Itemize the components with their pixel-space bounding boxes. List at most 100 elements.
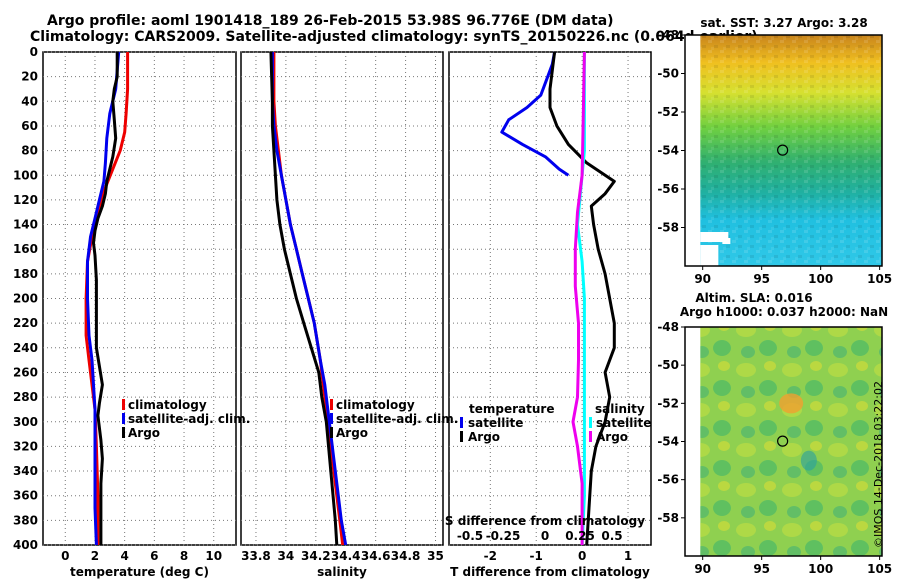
depth-tick-label: 380: [13, 513, 38, 527]
title-line-2: Climatology: CARS2009. Satellite-adjuste…: [30, 29, 758, 45]
diff-legend-salinity-title: salinity: [595, 402, 645, 416]
s-tick-label: 0.5: [601, 529, 622, 543]
temperature-profile-line-argo: [92, 52, 119, 545]
depth-tick-label: 20: [21, 70, 38, 84]
diff-legend-left-swatch: [460, 431, 463, 442]
s-difference-label: S difference from climatology: [445, 514, 645, 528]
difference-profile-xtick-label: 0: [578, 549, 586, 563]
depth-tick-label: 360: [13, 489, 38, 503]
sst-map-title: sat. SST: 3.27 Argo: 3.28: [700, 16, 867, 30]
depth-tick-label: 240: [13, 341, 38, 355]
salinity-profile-xtick-label: 34.8: [391, 549, 421, 563]
copyright-watermark: ©IMOS 14-Dec-2018 03:22:02: [872, 381, 885, 548]
depth-tick-label: 200: [13, 292, 38, 306]
salinity-profile-xtick-label: 33.8: [241, 549, 271, 563]
depth-tick-label: 280: [13, 390, 38, 404]
sla-map-ytick-label: -54: [657, 435, 679, 449]
depth-tick-label: 160: [13, 242, 38, 256]
salinity-profile-line-argo: [269, 51, 339, 545]
diff-legend-right-label: satellite: [596, 416, 651, 430]
depth-tick-label: 120: [13, 193, 38, 207]
s-tick-label: 0.25: [565, 529, 595, 543]
depth-tick-label: 80: [21, 144, 38, 158]
depth-tick-label: 180: [13, 267, 38, 281]
difference-profile-series-group: [500, 51, 616, 545]
salinity-profile-xtick-label: 34: [278, 549, 295, 563]
difference-profile-line-temperature-satellite: [500, 51, 570, 177]
sla-map-title-line-1: Altim. SLA: 0.016: [695, 291, 812, 305]
s-tick-label: -0.5: [457, 529, 483, 543]
sla-map-xtick-label: 100: [808, 562, 833, 576]
salinity-profile-xtick-label: 34.2: [301, 549, 331, 563]
depth-tick-label: 340: [13, 464, 38, 478]
salinity-profile-legend-swatch: [330, 399, 333, 410]
diff-legend-right-swatch: [589, 417, 592, 428]
diff-legend-right-label: Argo: [596, 430, 628, 444]
diff-legend-left-swatch: [460, 417, 463, 428]
sst-map-ytick-label: -50: [657, 67, 679, 81]
temperature-profile-legend-label: climatology: [128, 398, 207, 412]
sla-map-ytick-label: -52: [657, 396, 679, 410]
sla-map-high-anomaly: [779, 393, 804, 414]
temperature-profile-legend-swatch: [122, 427, 125, 438]
difference-profile-line-salinity-satellite: [576, 52, 586, 545]
temperature-profile-xtick-label: 6: [150, 549, 158, 563]
salinity-profile-xtick-label: 34.4: [331, 549, 361, 563]
sla-map-ytick-label: -58: [657, 511, 679, 525]
sla-map-ytick-label: -48: [657, 320, 679, 334]
temperature-profile-xtick-label: 10: [205, 549, 222, 563]
sst-map-texture: [700, 35, 882, 266]
diff-legend-left-label: Argo: [468, 430, 500, 444]
difference-profile-xlabel: T difference from climatology: [450, 565, 650, 579]
sst-map-ytick-label: -48: [657, 28, 679, 42]
temperature-profile-legend-swatch: [122, 413, 125, 424]
sst-map-xtick-label: 95: [753, 272, 770, 286]
sst-map-ytick-label: -56: [657, 182, 679, 196]
s-tick-label: 0: [541, 529, 549, 543]
sla-map-xtick-label: 90: [694, 562, 711, 576]
difference-profile-xtick-label: -1: [530, 549, 543, 563]
temperature-profile-xlabel: temperature (deg C): [70, 565, 209, 579]
temperature-profile-legend-swatch: [122, 399, 125, 410]
sst-map-missing-data: [700, 232, 729, 242]
temperature-profile-xtick-label: 0: [61, 549, 69, 563]
sla-map-argo-marker: [777, 435, 789, 447]
difference-profile-line-salinity-argo: [571, 51, 586, 545]
sst-map-argo-marker: [777, 144, 789, 156]
temperature-profile-xtick-label: 4: [120, 549, 128, 563]
salinity-profile-line-satellite-adj-clim-: [270, 52, 348, 545]
s-tick-label: -0.25: [486, 529, 521, 543]
sla-map-xtick-label: 105: [867, 562, 892, 576]
depth-tick-label: 0: [30, 45, 38, 59]
depth-tick-label: 40: [21, 94, 38, 108]
salinity-profile-legend-swatch: [330, 413, 333, 424]
depth-tick-label: 140: [13, 218, 38, 232]
salinity-profile-legend-swatch: [330, 427, 333, 438]
salinity-profile-xtick-label: 35: [427, 549, 444, 563]
sla-map-low-anomaly: [800, 450, 817, 471]
depth-tick-label: 100: [13, 168, 38, 182]
salinity-profile-xlabel: salinity: [317, 565, 367, 579]
sla-map-title-line-2: Argo h1000: 0.037 h2000: NaN: [680, 305, 888, 319]
depth-tick-label: 60: [21, 119, 38, 133]
temperature-profile-legend-label: Argo: [128, 426, 160, 440]
title-line-1: Argo profile: aoml 1901418_189 26-Feb-20…: [47, 13, 614, 29]
depth-tick-label: 400: [13, 538, 38, 552]
depth-tick-label: 300: [13, 415, 38, 429]
sla-map-ytick-label: -56: [657, 473, 679, 487]
sst-map-xtick-label: 90: [694, 272, 711, 286]
diff-legend-right-swatch: [589, 431, 592, 442]
salinity-profile-legend-label: Argo: [336, 426, 368, 440]
sst-map-missing-data: [700, 245, 719, 266]
depth-tick-label: 260: [13, 365, 38, 379]
temperature-profile-series-group: [84, 51, 130, 545]
diff-legend-temperature-title: temperature: [469, 402, 554, 416]
salinity-profile-series-group: [269, 51, 348, 545]
sst-map-xtick-label: 100: [808, 272, 833, 286]
temperature-profile-xtick-label: 2: [91, 549, 99, 563]
salinity-profile-legend-label: climatology: [336, 398, 415, 412]
depth-tick-label: 220: [13, 316, 38, 330]
diff-legend-left-label: satellite: [468, 416, 523, 430]
